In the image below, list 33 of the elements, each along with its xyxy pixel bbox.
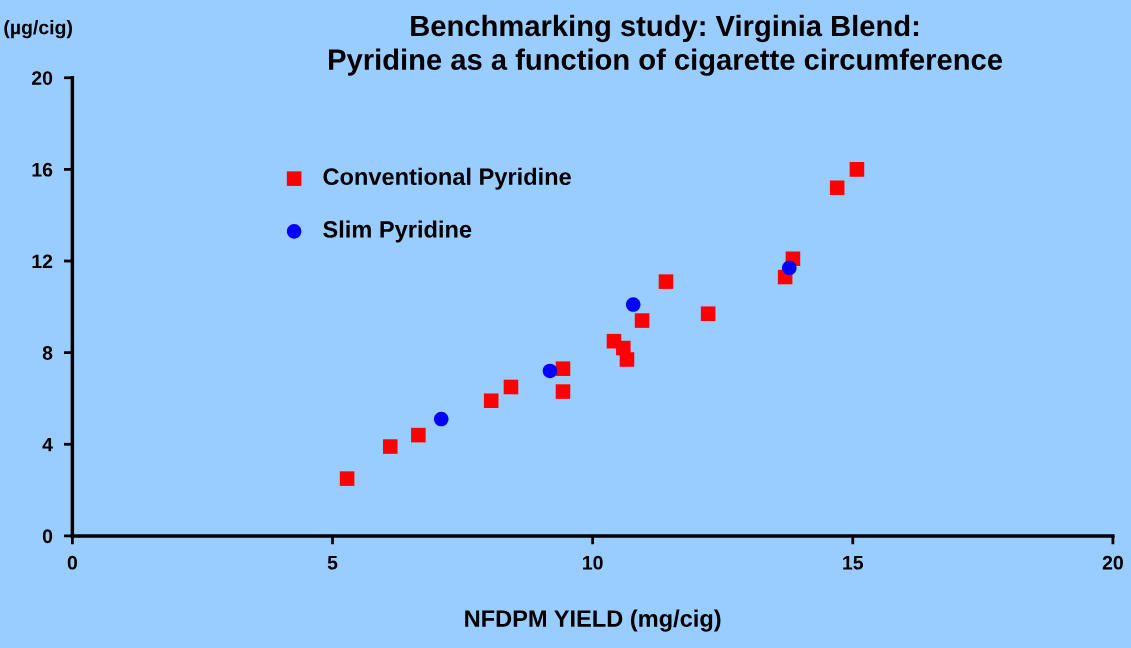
y-tick-label: 20 — [31, 71, 53, 85]
point — [555, 384, 571, 399]
x-axis-title: NFDPM YIELD (mg/cig) — [465, 609, 721, 632]
point — [700, 306, 716, 321]
chart-title: Benchmarking study: Virginia Blend: Pyridine as a function of cigarette circumference — [329, 14, 1003, 76]
x-tick-label: 0 — [67, 555, 77, 570]
y-axis-title: (µg/cig) — [4, 20, 72, 39]
legend-label: Conventional Pyridine — [323, 167, 571, 190]
point — [555, 361, 571, 376]
y-tick-label: 4 — [42, 437, 53, 452]
y-tick-label: 16 — [32, 162, 53, 177]
legend-label: Slim Pyridine — [323, 220, 472, 243]
x-tick-label: 5 — [327, 556, 338, 570]
point — [634, 313, 650, 328]
point — [433, 411, 449, 427]
x-tick-label: 10 — [583, 555, 603, 570]
point — [503, 379, 519, 395]
point — [625, 297, 641, 312]
point — [411, 427, 426, 443]
point — [658, 274, 674, 289]
point — [542, 363, 558, 379]
point — [382, 439, 398, 454]
point — [849, 162, 865, 177]
point — [339, 471, 355, 486]
point — [782, 260, 797, 276]
y-tick-label: 12 — [32, 254, 53, 269]
point — [483, 393, 499, 409]
y-tick-label: 8 — [42, 346, 53, 360]
x-tick-label: 20 — [1102, 555, 1123, 570]
y-tick-label: 0 — [42, 529, 53, 544]
point — [829, 180, 845, 195]
x-tick-label: 15 — [843, 556, 864, 570]
point — [619, 352, 635, 367]
